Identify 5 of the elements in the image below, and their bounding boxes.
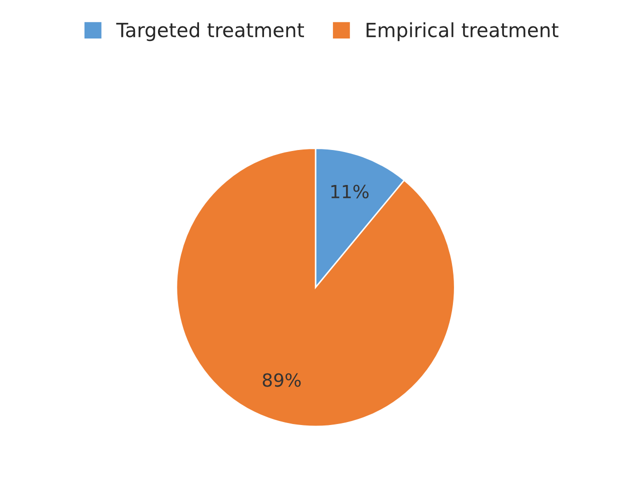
legend-label: Empirical treatment	[366, 22, 558, 42]
data-label: 89%	[262, 373, 301, 387]
pie-slice	[176, 148, 456, 428]
legend-label: Targeted treatment	[116, 22, 304, 42]
data-label: 11%	[331, 184, 369, 198]
